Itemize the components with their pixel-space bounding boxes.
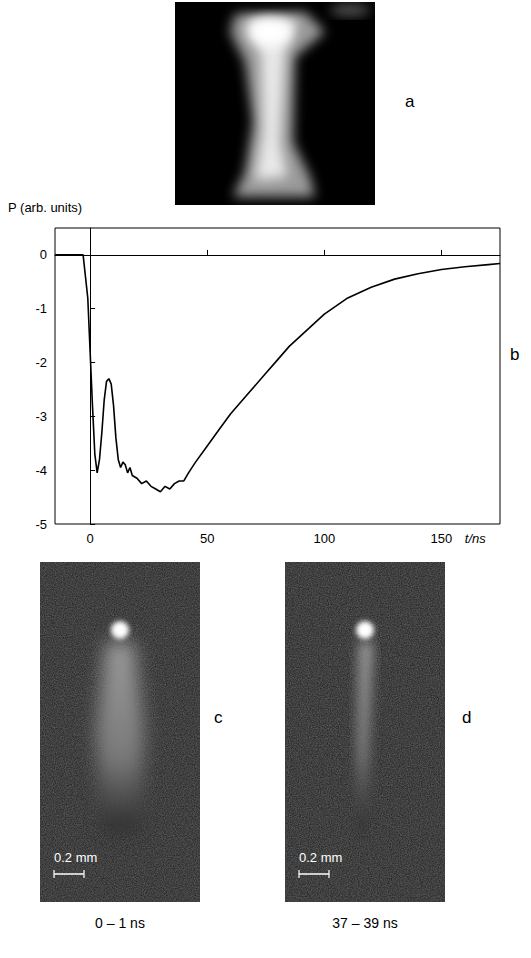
- svg-text:-4: -4: [35, 463, 47, 478]
- svg-text:P (arb. units): P (arb. units): [8, 200, 82, 215]
- svg-text:150: 150: [431, 531, 453, 546]
- svg-text:-3: -3: [35, 409, 47, 424]
- svg-text:0: 0: [87, 531, 94, 546]
- svg-text:-1: -1: [35, 301, 47, 316]
- html-text:a: a: [405, 92, 415, 111]
- svg-text:t/ns: t/ns: [465, 531, 486, 546]
- html-text:b: b: [510, 345, 520, 364]
- svg-text:-5: -5: [35, 517, 47, 532]
- html-text:c: c: [214, 708, 223, 727]
- html-text:37 – 39 ns: 37 – 39 ns: [332, 915, 398, 931]
- html-text:d: d: [462, 708, 472, 727]
- svg-text:-2: -2: [35, 355, 47, 370]
- svg-text:0: 0: [40, 247, 47, 262]
- svg-text:50: 50: [200, 531, 214, 546]
- svg-text:100: 100: [313, 531, 335, 546]
- svg-text:0.2 mm: 0.2 mm: [54, 850, 97, 865]
- svg-text:0.2 mm: 0.2 mm: [299, 850, 342, 865]
- html-text:0 – 1 ns: 0 – 1 ns: [95, 915, 145, 931]
